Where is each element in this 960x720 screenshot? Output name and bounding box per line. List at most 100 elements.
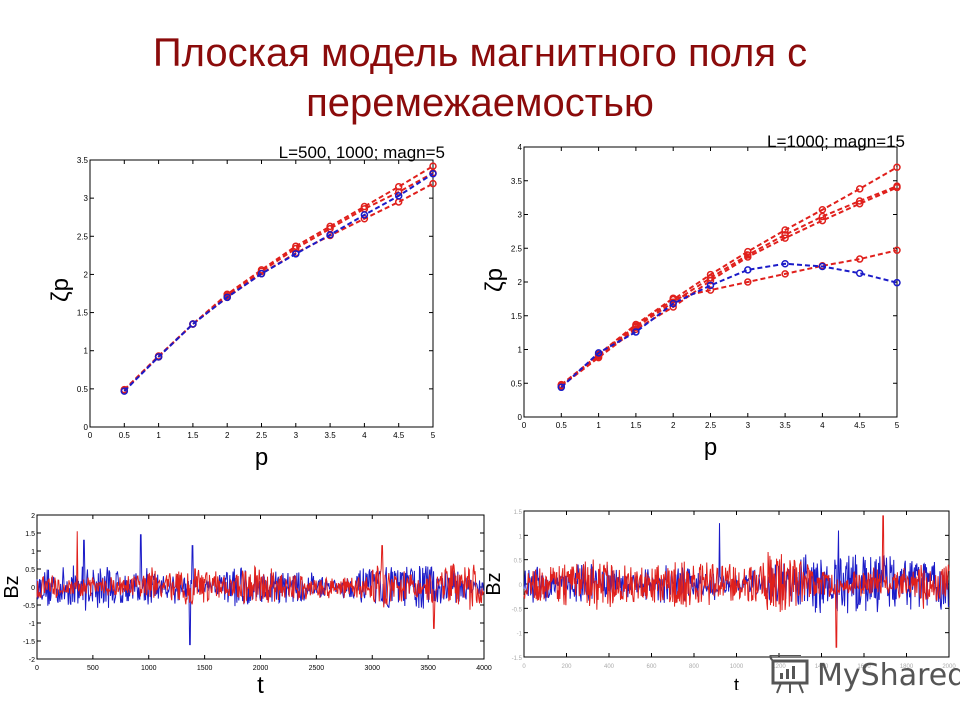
bz-timeseries-4000: 0 500 1000 1500 2000 2500 3000 3500 4000 -2 -1.5 -1…	[0, 500, 500, 699]
x-tick-label: 4.5	[854, 421, 866, 430]
y-tick-label: 3	[84, 194, 89, 203]
x-tick-label: 3	[294, 431, 299, 440]
x-tick-label: 2000	[253, 665, 269, 672]
y-tick-label: 2	[84, 270, 89, 279]
bz-timeseries-2000-svg: 0 200 400 600 800 1000 1200 1400 1600 1800 2000 -1.…	[483, 510, 956, 695]
x-tick-label: 3000	[364, 665, 380, 672]
x-tick-label: 3.5	[325, 431, 337, 440]
slide-title-line1: Плоская модель магнитного поля с	[152, 31, 808, 75]
x-tick-label: 3	[746, 421, 751, 430]
y-tick-label: 0.5	[514, 559, 523, 565]
x-tick-label: 1600	[857, 664, 871, 670]
y-tick-label: 0	[84, 423, 89, 432]
x-tick-label: 4000	[476, 665, 492, 672]
y-tick-label: 0	[518, 413, 523, 422]
slide-title: Плоская модель магнитного поля с перемеж…	[0, 28, 960, 128]
x-tick-label: 2.5	[705, 421, 717, 430]
plot-area	[89, 159, 434, 428]
x-axis-label: t	[734, 675, 739, 690]
y-tick-label: 1.5	[77, 309, 89, 318]
x-tick-label: 1	[596, 421, 601, 430]
y-tick-label: -1	[29, 621, 35, 628]
y-axis-label: ζp	[47, 278, 74, 302]
x-axis-label: p	[704, 434, 717, 461]
y-tick-label: -0.5	[23, 603, 35, 610]
x-tick-label: 1800	[900, 664, 914, 670]
y-tick-label: 4	[518, 143, 523, 152]
x-tick-label: 4	[820, 421, 825, 430]
presentation-board-icon	[769, 655, 809, 694]
y-tick-label: 0	[519, 583, 523, 589]
x-tick-label: 400	[604, 664, 615, 670]
x-tick-label: 2000	[942, 664, 956, 670]
y-tick-label: -1	[517, 632, 523, 638]
x-tick-label: 5	[431, 431, 436, 440]
x-tick-label: 0.5	[119, 431, 131, 440]
y-tick-label: 1.5	[511, 312, 523, 321]
x-tick-label: 2500	[309, 665, 325, 672]
x-axis-label: p	[255, 444, 268, 471]
y-tick-label: 2.5	[77, 232, 89, 241]
y-tick-label: -1.5	[23, 639, 35, 646]
y-tick-label: -0.5	[512, 607, 523, 613]
zeta-chart-magn5: 0 0.5 1 1.5 2 2.5 3 3.5 4 4.5 5 0 0.5 1 1.5 2 2.5 3 3.5 L=5…	[20, 140, 480, 480]
bz-timeseries-2000: 0 200 400 600 800 1000 1200 1400 1600 1800 2000 -1.…	[480, 500, 960, 695]
y-tick-label: 2.5	[511, 244, 523, 253]
chart-title: L=1000; magn=15	[767, 132, 905, 151]
chart-title: L=500, 1000; magn=5	[279, 143, 445, 162]
x-tick-label: 1.5	[187, 431, 199, 440]
y-tick-label: 1	[518, 346, 523, 355]
y-tick-label: 3.5	[511, 177, 523, 186]
x-tick-label: 4.5	[393, 431, 405, 440]
x-tick-label: 2	[225, 431, 230, 440]
x-tick-label: 4	[362, 431, 367, 440]
x-tick-label: 0	[522, 421, 527, 430]
x-tick-label: 1400	[815, 664, 829, 670]
x-tick-label: 500	[87, 665, 99, 672]
y-tick-label: -2	[29, 657, 35, 664]
y-tick-label: 0	[31, 585, 35, 592]
y-tick-label: 2	[31, 513, 35, 520]
watermark: MyShared	[767, 655, 960, 695]
y-axis-label: Bz	[1, 575, 23, 598]
series-Bz-red	[523, 515, 950, 648]
zeta-chart-magn15-svg: 0 0.5 1 1.5 2 2.5 3 3.5 4 4.5 5 0 0.5 1 1.5 2 2.5 3 3.5 4 L=…	[481, 132, 905, 461]
watermark-text: MyShared	[817, 657, 960, 693]
x-tick-label: 200	[561, 664, 572, 670]
series-Bz-red	[36, 531, 485, 629]
y-axis-label: Bz	[483, 572, 505, 595]
y-tick-label: -1.5	[512, 656, 523, 662]
y-tick-label: 1.5	[514, 510, 523, 516]
x-tick-label: 600	[646, 664, 657, 670]
y-tick-label: 1	[31, 549, 35, 556]
y-axis-label: ζp	[481, 268, 508, 292]
y-tick-label: 1	[519, 534, 523, 540]
series-blue	[557, 260, 901, 392]
y-tick-label: 1	[84, 347, 89, 356]
x-tick-label: 0	[522, 664, 526, 670]
zeta-chart-magn5-svg: 0 0.5 1 1.5 2 2.5 3 3.5 4 4.5 5 0 0.5 1 1.5 2 2.5 3 3.5 L=5…	[47, 143, 445, 471]
x-tick-label: 0.5	[556, 421, 568, 430]
x-tick-label: 1000	[141, 665, 157, 672]
x-axis-label: t	[257, 672, 264, 695]
x-tick-label: 1.5	[630, 421, 642, 430]
slide-title-line2: перемежаемостью	[306, 81, 654, 125]
x-tick-label: 2	[671, 421, 676, 430]
y-tick-label: 0.5	[25, 567, 35, 574]
x-tick-label: 1200	[772, 664, 786, 670]
x-tick-label: 1	[156, 431, 161, 440]
x-tick-label: 1000	[730, 664, 744, 670]
zeta-chart-magn15: 0 0.5 1 1.5 2 2.5 3 3.5 4 4.5 5 0 0.5 1 1.5 2 2.5 3 3.5 4 L=…	[450, 125, 930, 470]
x-tick-label: 1500	[197, 665, 213, 672]
x-tick-label: 2.5	[256, 431, 268, 440]
y-tick-label: 1.5	[25, 531, 35, 538]
y-tick-label: 2	[518, 278, 523, 287]
bz-timeseries-4000-svg: 0 500 1000 1500 2000 2500 3000 3500 4000 -2 -1.5 -1…	[1, 513, 492, 699]
x-tick-label: 3500	[420, 665, 436, 672]
y-tick-label: 3	[518, 211, 523, 220]
x-tick-label: 3.5	[780, 421, 792, 430]
x-tick-label: 5	[895, 421, 900, 430]
series-blue	[120, 169, 437, 395]
y-tick-label: 0.5	[511, 379, 523, 388]
x-tick-label: 0	[88, 431, 93, 440]
